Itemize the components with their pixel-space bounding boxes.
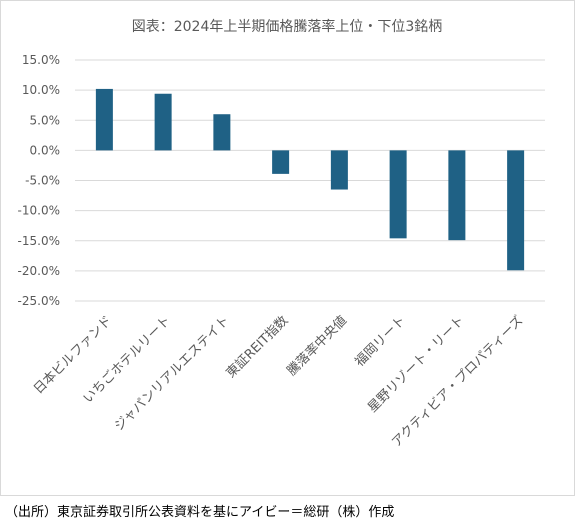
x-tick-label: 星野リゾート・リート xyxy=(365,313,468,416)
y-tick-label: 5.0% xyxy=(30,113,61,127)
x-axis-ticks: 日本ビルファンドいちごホテルリートジャパンリアルエステイト東証REIT指数騰落率… xyxy=(31,313,526,451)
chart-frame xyxy=(0,0,575,496)
y-tick-label: -20.0% xyxy=(18,264,60,278)
bar-chart: 図表：2024年上半期価格騰落率上位・下位3銘柄 -25.0% -20.0% -15… xyxy=(18,18,545,451)
y-axis-ticks: -25.0% -20.0% -15.0% -10.0% -5.0% 0.0% 5.0% 10.… xyxy=(18,53,60,308)
bar xyxy=(448,150,466,241)
bar xyxy=(330,150,348,190)
bars xyxy=(95,88,525,271)
bar xyxy=(154,93,172,151)
x-tick-label: 福岡リート xyxy=(352,313,409,370)
bar xyxy=(507,150,525,271)
bar xyxy=(272,150,290,174)
x-tick-label: ジャパンリアルエステイト xyxy=(112,313,233,434)
y-tick-label: 0.0% xyxy=(30,143,61,157)
y-tick-label: -15.0% xyxy=(18,234,60,248)
bar xyxy=(95,88,113,151)
source-note: （出所）東京証券取引所公表資料を基にアイビー＝総研（株）作成 xyxy=(5,505,395,520)
x-tick-label: 騰落率中央値 xyxy=(284,313,350,379)
bar xyxy=(213,114,231,151)
grid-lines xyxy=(75,59,545,302)
y-tick-label: -25.0% xyxy=(18,294,60,308)
y-tick-label: -5.0% xyxy=(25,174,60,188)
y-tick-label: 10.0% xyxy=(22,83,60,97)
chart-title: 図表：2024年上半期価格騰落率上位・下位3銘柄 xyxy=(132,18,443,35)
bar xyxy=(389,150,407,239)
y-tick-label: 15.0% xyxy=(22,53,60,67)
x-tick-label: 東証REIT指数 xyxy=(223,313,292,382)
y-tick-label: -10.0% xyxy=(18,204,60,218)
